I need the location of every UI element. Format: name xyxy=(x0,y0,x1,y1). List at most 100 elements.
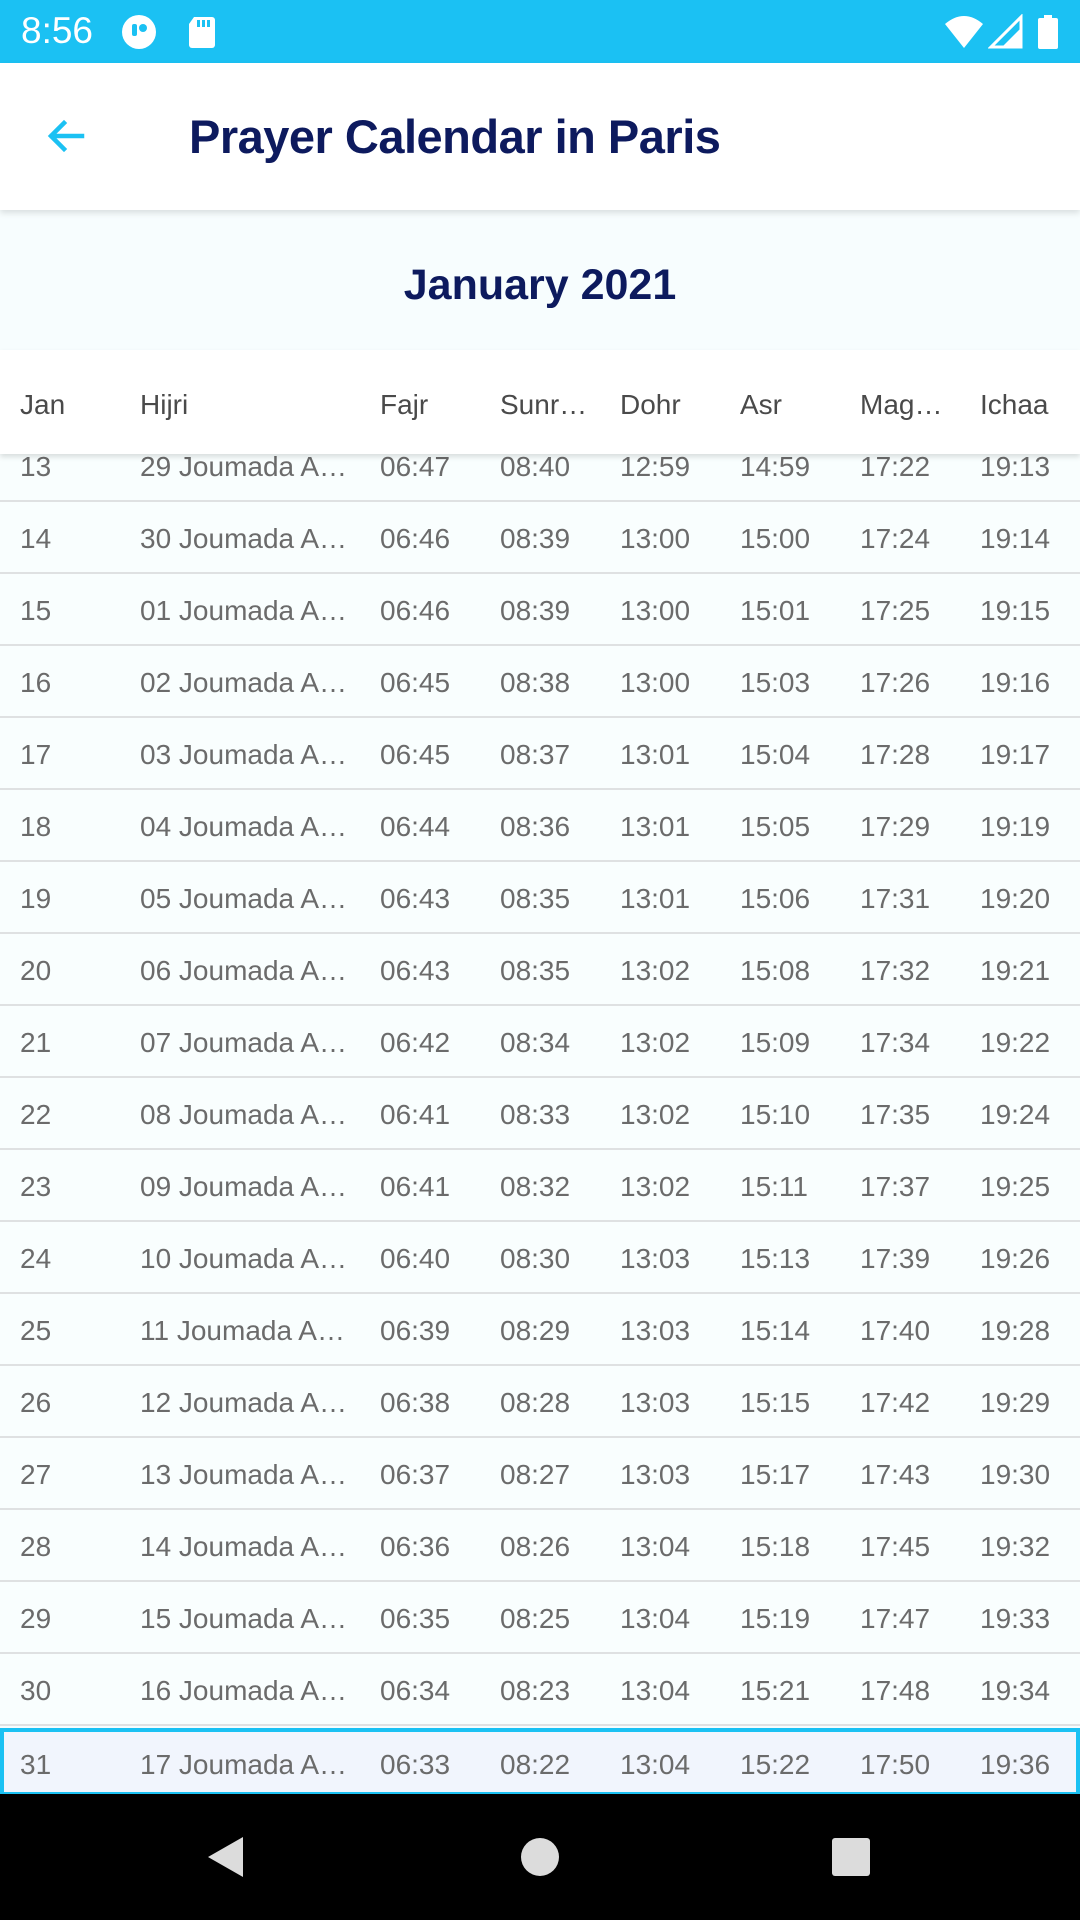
cell-asr: 15:11 xyxy=(740,1171,808,1202)
cell-day: 29 xyxy=(20,1603,52,1634)
cell-hijri: 08 Joumada A… xyxy=(140,1099,348,1130)
cell-asr: 15:08 xyxy=(740,955,811,986)
table-row[interactable]: 30 16 Joumada A… 06:34 08:23 13:04 15:21 17:48… xyxy=(0,1654,1080,1726)
cell-maghrib: 17:39 xyxy=(860,1243,931,1274)
cell-sunrise: 08:27 xyxy=(500,1459,571,1490)
column-header-asr: Asr xyxy=(740,389,782,420)
cell-maghrib: 17:43 xyxy=(860,1459,931,1490)
cell-ichaa: 19:25 xyxy=(980,1171,1051,1202)
table-row[interactable]: 23 09 Joumada A… 06:41 08:32 13:02 15:11 17:37… xyxy=(0,1150,1080,1222)
table-body[interactable]: 13 29 Joumada A… 06:47 08:40 12:59 14:59 17:22… xyxy=(0,454,1080,1794)
column-header-sunrise: Sunr… xyxy=(500,389,588,420)
cell-ichaa: 19:28 xyxy=(980,1315,1051,1346)
cell-fajr: 06:41 xyxy=(380,1099,451,1130)
column-header-hijri: Hijri xyxy=(140,389,189,420)
table-row[interactable]: 27 13 Joumada A… 06:37 08:27 13:03 15:17 17:43… xyxy=(0,1438,1080,1510)
table-row[interactable]: 18 04 Joumada A… 06:44 08:36 13:01 15:05 17:29… xyxy=(0,790,1080,862)
cell-hijri: 05 Joumada A… xyxy=(140,883,348,914)
cell-dohr: 13:04 xyxy=(620,1749,691,1780)
table-row[interactable]: 22 08 Joumada A… 06:41 08:33 13:02 15:10 17:35… xyxy=(0,1078,1080,1150)
cell-hijri: 13 Joumada A… xyxy=(140,1459,348,1490)
back-triangle-icon xyxy=(208,1837,243,1877)
cell-asr: 15:18 xyxy=(740,1531,811,1562)
table-row-selected[interactable]: 31 17 Joumada A… 06:33 08:22 13:04 15:22 17:50… xyxy=(0,1728,1080,1794)
cell-day: 16 xyxy=(20,667,52,698)
cell-day: 22 xyxy=(20,1099,52,1130)
cell-maghrib: 17:26 xyxy=(860,667,931,698)
cell-sunrise: 08:34 xyxy=(500,1027,571,1058)
nav-back-button[interactable] xyxy=(192,1824,258,1890)
table-row[interactable]: 16 02 Joumada A… 06:45 08:38 13:00 15:03 17:26… xyxy=(0,646,1080,718)
cell-hijri: 04 Joumada A… xyxy=(140,811,348,842)
cell-sunrise: 08:39 xyxy=(500,523,571,554)
cell-maghrib: 17:35 xyxy=(860,1099,931,1130)
back-button[interactable] xyxy=(36,106,96,166)
cell-maghrib: 17:22 xyxy=(860,454,931,482)
cell-day: 15 xyxy=(20,595,52,626)
cell-asr: 15:03 xyxy=(740,667,811,698)
nav-recents-button[interactable] xyxy=(818,1824,884,1890)
cell-asr: 15:06 xyxy=(740,883,811,914)
cell-day: 23 xyxy=(20,1171,52,1202)
cell-fajr: 06:34 xyxy=(380,1675,451,1706)
cell-hijri: 02 Joumada A… xyxy=(140,667,348,698)
table-row[interactable]: 17 03 Joumada A… 06:45 08:37 13:01 15:04 17:28… xyxy=(0,718,1080,790)
column-header-day: Jan xyxy=(20,389,66,420)
table-row[interactable]: 19 05 Joumada A… 06:43 08:35 13:01 15:06 17:31… xyxy=(0,862,1080,934)
cell-asr: 15:04 xyxy=(740,739,811,770)
cell-fajr: 06:40 xyxy=(380,1243,451,1274)
table-row[interactable]: 21 07 Joumada A… 06:42 08:34 13:02 15:09 17:34… xyxy=(0,1006,1080,1078)
cell-ichaa: 19:14 xyxy=(980,523,1051,554)
table-row[interactable]: 28 14 Joumada A… 06:36 08:26 13:04 15:18 17:45… xyxy=(0,1510,1080,1582)
cell-dohr: 13:02 xyxy=(620,1099,691,1130)
cell-day: 24 xyxy=(20,1243,52,1274)
cell-ichaa: 19:17 xyxy=(980,739,1051,770)
cell-ichaa: 19:20 xyxy=(980,883,1051,914)
table-header: Jan Hijri Fajr Sunr… Dohr Asr Mag… Ichaa xyxy=(0,350,1080,454)
cell-fajr: 06:41 xyxy=(380,1171,451,1202)
cell-hijri: 06 Joumada A… xyxy=(140,955,348,986)
cell-ichaa: 19:33 xyxy=(980,1603,1051,1634)
cell-asr: 15:00 xyxy=(740,523,811,554)
table-row[interactable]: 13 29 Joumada A… 06:47 08:40 12:59 14:59 17:22… xyxy=(0,454,1080,502)
cell-fajr: 06:46 xyxy=(380,523,451,554)
table-row[interactable]: 26 12 Joumada A… 06:38 08:28 13:03 15:15 17:42… xyxy=(0,1366,1080,1438)
table-row[interactable]: 29 15 Joumada A… 06:35 08:25 13:04 15:19 17:47… xyxy=(0,1582,1080,1654)
nav-home-button[interactable] xyxy=(507,1824,573,1890)
cell-ichaa: 19:22 xyxy=(980,1027,1051,1058)
cell-maghrib: 17:24 xyxy=(860,523,931,554)
table-row[interactable]: 15 01 Joumada A… 06:46 08:39 13:00 15:01 17:25… xyxy=(0,574,1080,646)
cell-hijri: 16 Joumada A… xyxy=(140,1675,348,1706)
cell-maghrib: 17:37 xyxy=(860,1171,931,1202)
cell-sunrise: 08:37 xyxy=(500,739,571,770)
cell-hijri: 03 Joumada A… xyxy=(140,739,348,770)
cell-dohr: 13:01 xyxy=(620,811,691,842)
cell-hijri: 09 Joumada A… xyxy=(140,1171,348,1202)
cell-hijri: 01 Joumada A… xyxy=(140,595,348,626)
cell-dohr: 13:03 xyxy=(620,1459,691,1490)
cell-sunrise: 08:30 xyxy=(500,1243,571,1274)
cell-asr: 15:15 xyxy=(740,1387,811,1418)
cell-asr: 15:09 xyxy=(740,1027,811,1058)
cell-dohr: 13:04 xyxy=(620,1531,691,1562)
cell-day: 19 xyxy=(20,883,52,914)
table-row[interactable]: 25 11 Joumada A… 06:39 08:29 13:03 15:14 17:40… xyxy=(0,1294,1080,1366)
cell-sunrise: 08:35 xyxy=(500,883,571,914)
cell-day: 13 xyxy=(20,454,52,482)
status-bar: 8:56 xyxy=(0,0,1080,63)
rows-container: 13 29 Joumada A… 06:47 08:40 12:59 14:59 17:22… xyxy=(0,454,1080,1794)
cell-day: 30 xyxy=(20,1675,52,1706)
signal-icon xyxy=(988,14,1024,50)
cell-asr: 15:17 xyxy=(740,1459,811,1490)
cell-hijri: 12 Joumada A… xyxy=(140,1387,348,1418)
cell-asr: 15:22 xyxy=(740,1749,811,1780)
cell-day: 28 xyxy=(20,1531,52,1562)
cell-ichaa: 19:36 xyxy=(980,1749,1051,1780)
cell-sunrise: 08:29 xyxy=(500,1315,571,1346)
table-row[interactable]: 24 10 Joumada A… 06:40 08:30 13:03 15:13 17:39… xyxy=(0,1222,1080,1294)
status-time: 8:56 xyxy=(21,10,94,51)
table-row[interactable]: 20 06 Joumada A… 06:43 08:35 13:02 15:08 17:32… xyxy=(0,934,1080,1006)
cell-maghrib: 17:40 xyxy=(860,1315,931,1346)
table-row[interactable]: 14 30 Joumada A… 06:46 08:39 13:00 15:00 17:24… xyxy=(0,502,1080,574)
cell-sunrise: 08:22 xyxy=(500,1749,571,1780)
